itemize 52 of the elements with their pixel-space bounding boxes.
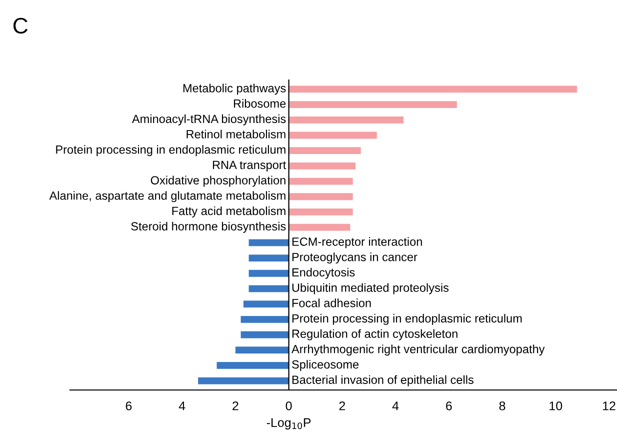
bar — [198, 377, 289, 384]
y-tick-label: Bacterial invasion of epithelial cells — [292, 375, 474, 386]
bar — [240, 331, 289, 338]
y-tick-label: Ribosome — [234, 99, 286, 108]
y-tick-label: Protein processing in endoplasmic reticulum — [292, 314, 522, 325]
x-tick-label: 10 — [550, 401, 562, 410]
y-tick-label: Alanine, aspartate and glutamate metabolism — [49, 191, 286, 202]
bar — [288, 162, 356, 170]
bar — [288, 178, 353, 185]
x-tick-label: 8 — [499, 401, 506, 410]
bar — [288, 86, 577, 93]
bar — [240, 316, 289, 323]
bar — [248, 254, 289, 262]
y-tick-label: Proteoglycans in cancer — [292, 252, 418, 264]
bar — [288, 132, 377, 139]
x-axis-title: -Log$_{10}$P — [266, 418, 311, 430]
x-tick-label: 6 — [126, 401, 132, 410]
y-tick-label: Arrhythmogenic right ventricular cardiomyopathy — [291, 344, 545, 356]
bar — [288, 208, 353, 216]
y-tick-label: Endocytosis — [292, 268, 355, 279]
x-tick-label: 12 — [602, 401, 616, 410]
bar — [288, 193, 353, 200]
bar — [248, 285, 289, 292]
bar — [288, 116, 404, 124]
y-tick-label: Regulation of actin cytoskeleton — [292, 329, 458, 340]
x-tick-label: 4 — [392, 402, 399, 410]
y-tick-label: ECM-receptor interaction — [292, 237, 422, 248]
bar — [288, 224, 350, 231]
bar — [288, 147, 361, 154]
bar — [248, 270, 289, 277]
y-tick-label: Steroid hormone biosynthesis — [131, 222, 286, 233]
x-tick-label: 2 — [232, 401, 238, 410]
x-tick-label: 4 — [178, 402, 186, 410]
bar — [288, 101, 457, 108]
y-tick-label: Metabolic pathways — [183, 84, 286, 95]
bar — [235, 346, 289, 354]
bar — [248, 239, 289, 246]
bar — [243, 300, 289, 308]
y-tick-label: Ubiquitin mediated proteolysis — [292, 283, 449, 294]
y-tick-label: Spliceosome — [292, 360, 359, 371]
bar — [216, 362, 289, 369]
y-tick-label: Retinol metabolism — [186, 130, 286, 138]
text: C — [13, 18, 28, 34]
y-tick-label: Fatty acid metabolism — [172, 206, 286, 218]
y-tick-label: Oxidative phosphorylation — [150, 176, 286, 187]
y-tick-label: Focal adhesion — [292, 298, 371, 308]
y-tick-label: RNA transport — [212, 160, 286, 172]
y-tick-label: Protein processing in endoplasmic reticulum — [56, 145, 286, 156]
x-tick-label: 6 — [446, 401, 452, 410]
y-tick-label: Aminoacyl-tRNA biosynthesis — [132, 114, 286, 126]
x-tick-label: 2 — [339, 401, 346, 410]
x-tick-label: 0 — [286, 401, 292, 410]
